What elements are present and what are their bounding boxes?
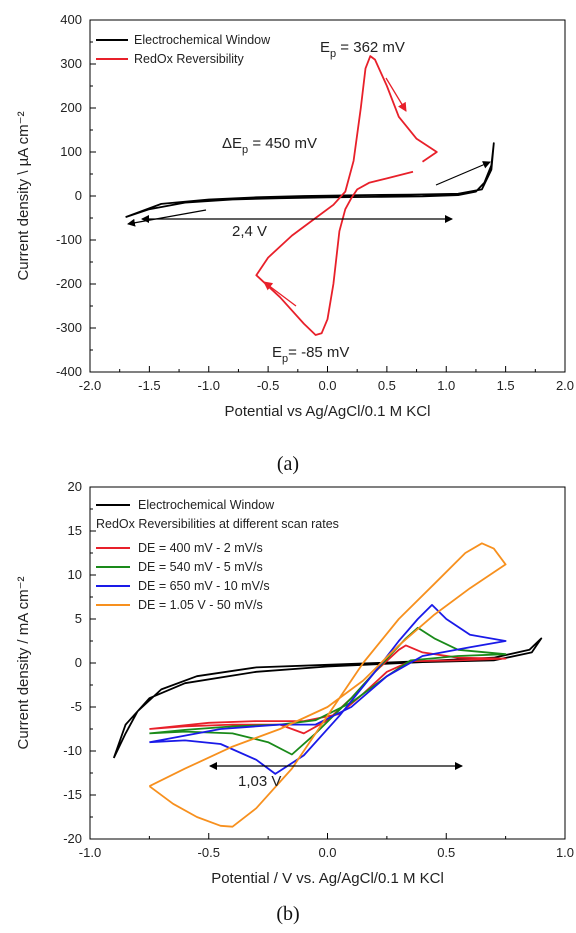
y-tick-label: 0 — [75, 188, 82, 203]
x-tick-label: 1.5 — [497, 378, 515, 393]
series-line-de-540-mv-5-mv-s — [149, 626, 507, 756]
x-tick-label: -1.0 — [198, 378, 220, 393]
legend-label-orange-b: DE = 1.05 V - 50 mV/s — [138, 598, 263, 612]
chart-a-series — [125, 55, 495, 336]
chart-b-legend: Electrochemical Window RedOx Reversibili… — [96, 498, 339, 612]
x-tick-label: -2.0 — [79, 378, 101, 393]
chart-a-plot-frame — [89, 19, 566, 373]
y-tick-label: 5 — [75, 611, 82, 626]
x-tick-label: -0.5 — [198, 845, 220, 860]
chart-b-series — [112, 542, 543, 828]
chart-a-ticks: -2.0 -1.5 -1.0 -0.5 0.0 0.5 1.0 1.5 2.0 -400 -300 -… — [56, 12, 574, 393]
y-tick-label: -10 — [63, 743, 82, 758]
annotation-window-width-a: 2,4 V — [232, 223, 267, 240]
redox-arrow-oxidation — [385, 77, 407, 112]
legend-label-window: Electrochemical Window — [134, 33, 271, 47]
y-tick-label: -15 — [63, 787, 82, 802]
y-tick-label: 300 — [60, 56, 82, 71]
legend-label-window-b: Electrochemical Window — [138, 498, 275, 512]
chart-b-y-axis-label: Current density / mA cm⁻² — [15, 577, 32, 750]
chart-b-x-axis-label: Potential / V vs. Ag/AgCl/0.1 M KCl — [211, 870, 444, 887]
series-line-de-1-05-v-50-mv-s — [148, 542, 507, 828]
x-tick-label: 0.5 — [378, 378, 396, 393]
series-line-electrochemical-window — [125, 142, 495, 218]
annotation-ep-oxidation: Ep = 362 mV — [320, 39, 405, 60]
redox-arrow-reduction — [263, 281, 297, 307]
y-tick-label: -200 — [56, 276, 82, 291]
chart-b-plot-frame — [89, 486, 566, 840]
series-line-redox-reversibility — [255, 55, 438, 336]
x-tick-label: -1.5 — [138, 378, 160, 393]
chart-a-legend: Electrochemical Window RedOx Reversibili… — [96, 33, 271, 66]
series-line-de-400-mv-2-mv-s — [149, 644, 507, 735]
annotation-window-width-b: 1,03 V — [238, 773, 281, 790]
panel-label-a: (a) — [277, 453, 299, 475]
x-tick-label: 2.0 — [556, 378, 574, 393]
y-tick-label: 20 — [68, 479, 82, 494]
chart-b-ticks: -1.0 -0.5 0.0 0.5 1.0 -20 -15 -10 -5 0 5 10 15 20 — [63, 479, 574, 860]
x-tick-label: -1.0 — [79, 845, 101, 860]
scan-direction-arrow-right — [435, 161, 491, 186]
chart-b: -1.0 -0.5 0.0 0.5 1.0 -20 -15 -10 -5 0 5 10 15 20 Ele… — [15, 479, 574, 925]
y-tick-label: 200 — [60, 100, 82, 115]
x-tick-label: 0.5 — [437, 845, 455, 860]
legend-label-red-b: DE = 400 mV - 2 mV/s — [138, 541, 263, 555]
y-tick-label: 100 — [60, 144, 82, 159]
y-tick-label: 10 — [68, 567, 82, 582]
y-tick-label: -20 — [63, 831, 82, 846]
series-line-de-650-mv-10-mv-s — [149, 604, 507, 775]
annotation-delta-ep: ΔEp = 450 mV — [222, 135, 317, 156]
y-tick-label: -400 — [56, 364, 82, 379]
y-tick-label: 0 — [75, 655, 82, 670]
legend-label-redox: RedOx Reversibility — [134, 52, 245, 66]
legend-label-green-b: DE = 540 mV - 5 mV/s — [138, 560, 263, 574]
x-tick-label: 1.0 — [437, 378, 455, 393]
y-tick-label: -5 — [70, 699, 82, 714]
y-tick-label: -300 — [56, 320, 82, 335]
panel-label-b: (b) — [276, 903, 299, 925]
y-tick-label: -100 — [56, 232, 82, 247]
y-tick-label: 15 — [68, 523, 82, 538]
x-tick-label: 0.0 — [318, 845, 336, 860]
x-tick-label: 0.0 — [318, 378, 336, 393]
y-tick-label: 400 — [60, 12, 82, 27]
legend-label-blue-b: DE = 650 mV - 10 mV/s — [138, 579, 270, 593]
series-line-electrochemical-window — [112, 637, 543, 759]
x-tick-label: 1.0 — [556, 845, 574, 860]
chart-a-y-axis-label: Current density \ µA cm⁻² — [15, 111, 32, 280]
legend-subtitle-b: RedOx Reversibilities at different scan … — [96, 517, 339, 531]
x-tick-label: -0.5 — [257, 378, 279, 393]
chart-a-x-axis-label: Potential vs Ag/AgCl/0.1 M KCl — [225, 403, 431, 420]
annotation-ep-reduction: Ep= -85 mV — [272, 344, 349, 365]
chart-a: -2.0 -1.5 -1.0 -0.5 0.0 0.5 1.0 1.5 2.0 -400 -300 -… — [15, 12, 574, 475]
scan-direction-arrow-left — [127, 209, 207, 227]
